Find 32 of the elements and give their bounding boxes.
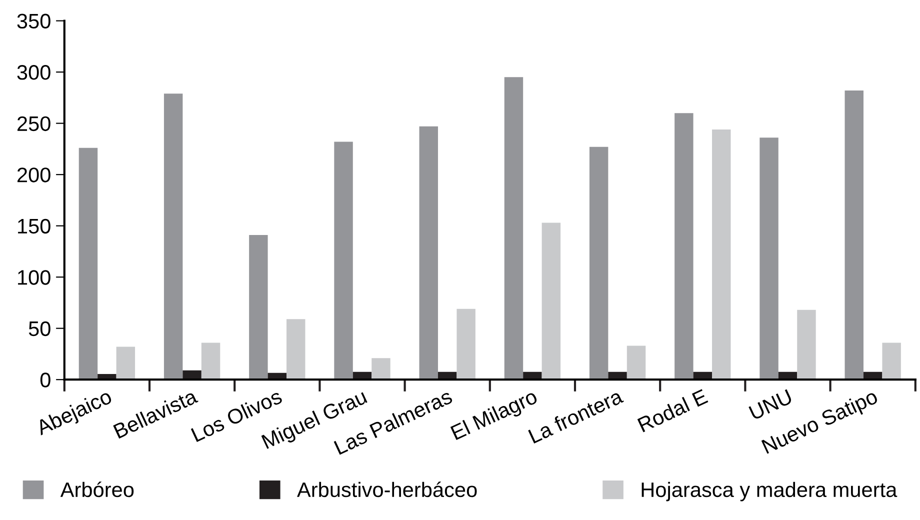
bar [201,342,220,380]
bar [712,129,731,380]
bar [844,90,864,380]
bar [504,77,524,380]
bar [78,148,98,380]
bar [760,138,778,380]
legend-label: Hojarasca y madera muerta [642,482,898,502]
y-tick-label: 200 [18,168,50,182]
y-tick-label: 100 [18,270,50,285]
legend-label: Arbustivo-herbáceo [297,482,477,498]
bar [116,346,136,380]
legend-label: Arbóreo [60,482,134,498]
bar [164,94,183,380]
y-tick-label: 150 [18,218,50,234]
y-tick-label: 350 [17,14,50,29]
y-tick-label: 0 [40,372,50,388]
bar [456,308,476,380]
y-tick-label: 50 [28,321,50,336]
x-tick-label: UNU [748,389,793,420]
bar [286,319,306,380]
bar [589,146,608,380]
bar [674,113,694,380]
y-tick-label: 250 [18,116,50,132]
bar [797,310,816,380]
bar [626,346,646,380]
bar [419,126,438,380]
bar [249,235,268,380]
bar [334,142,353,380]
bar [542,222,561,380]
bar [372,358,390,380]
y-tick-label: 300 [17,65,50,80]
bar [882,342,901,380]
